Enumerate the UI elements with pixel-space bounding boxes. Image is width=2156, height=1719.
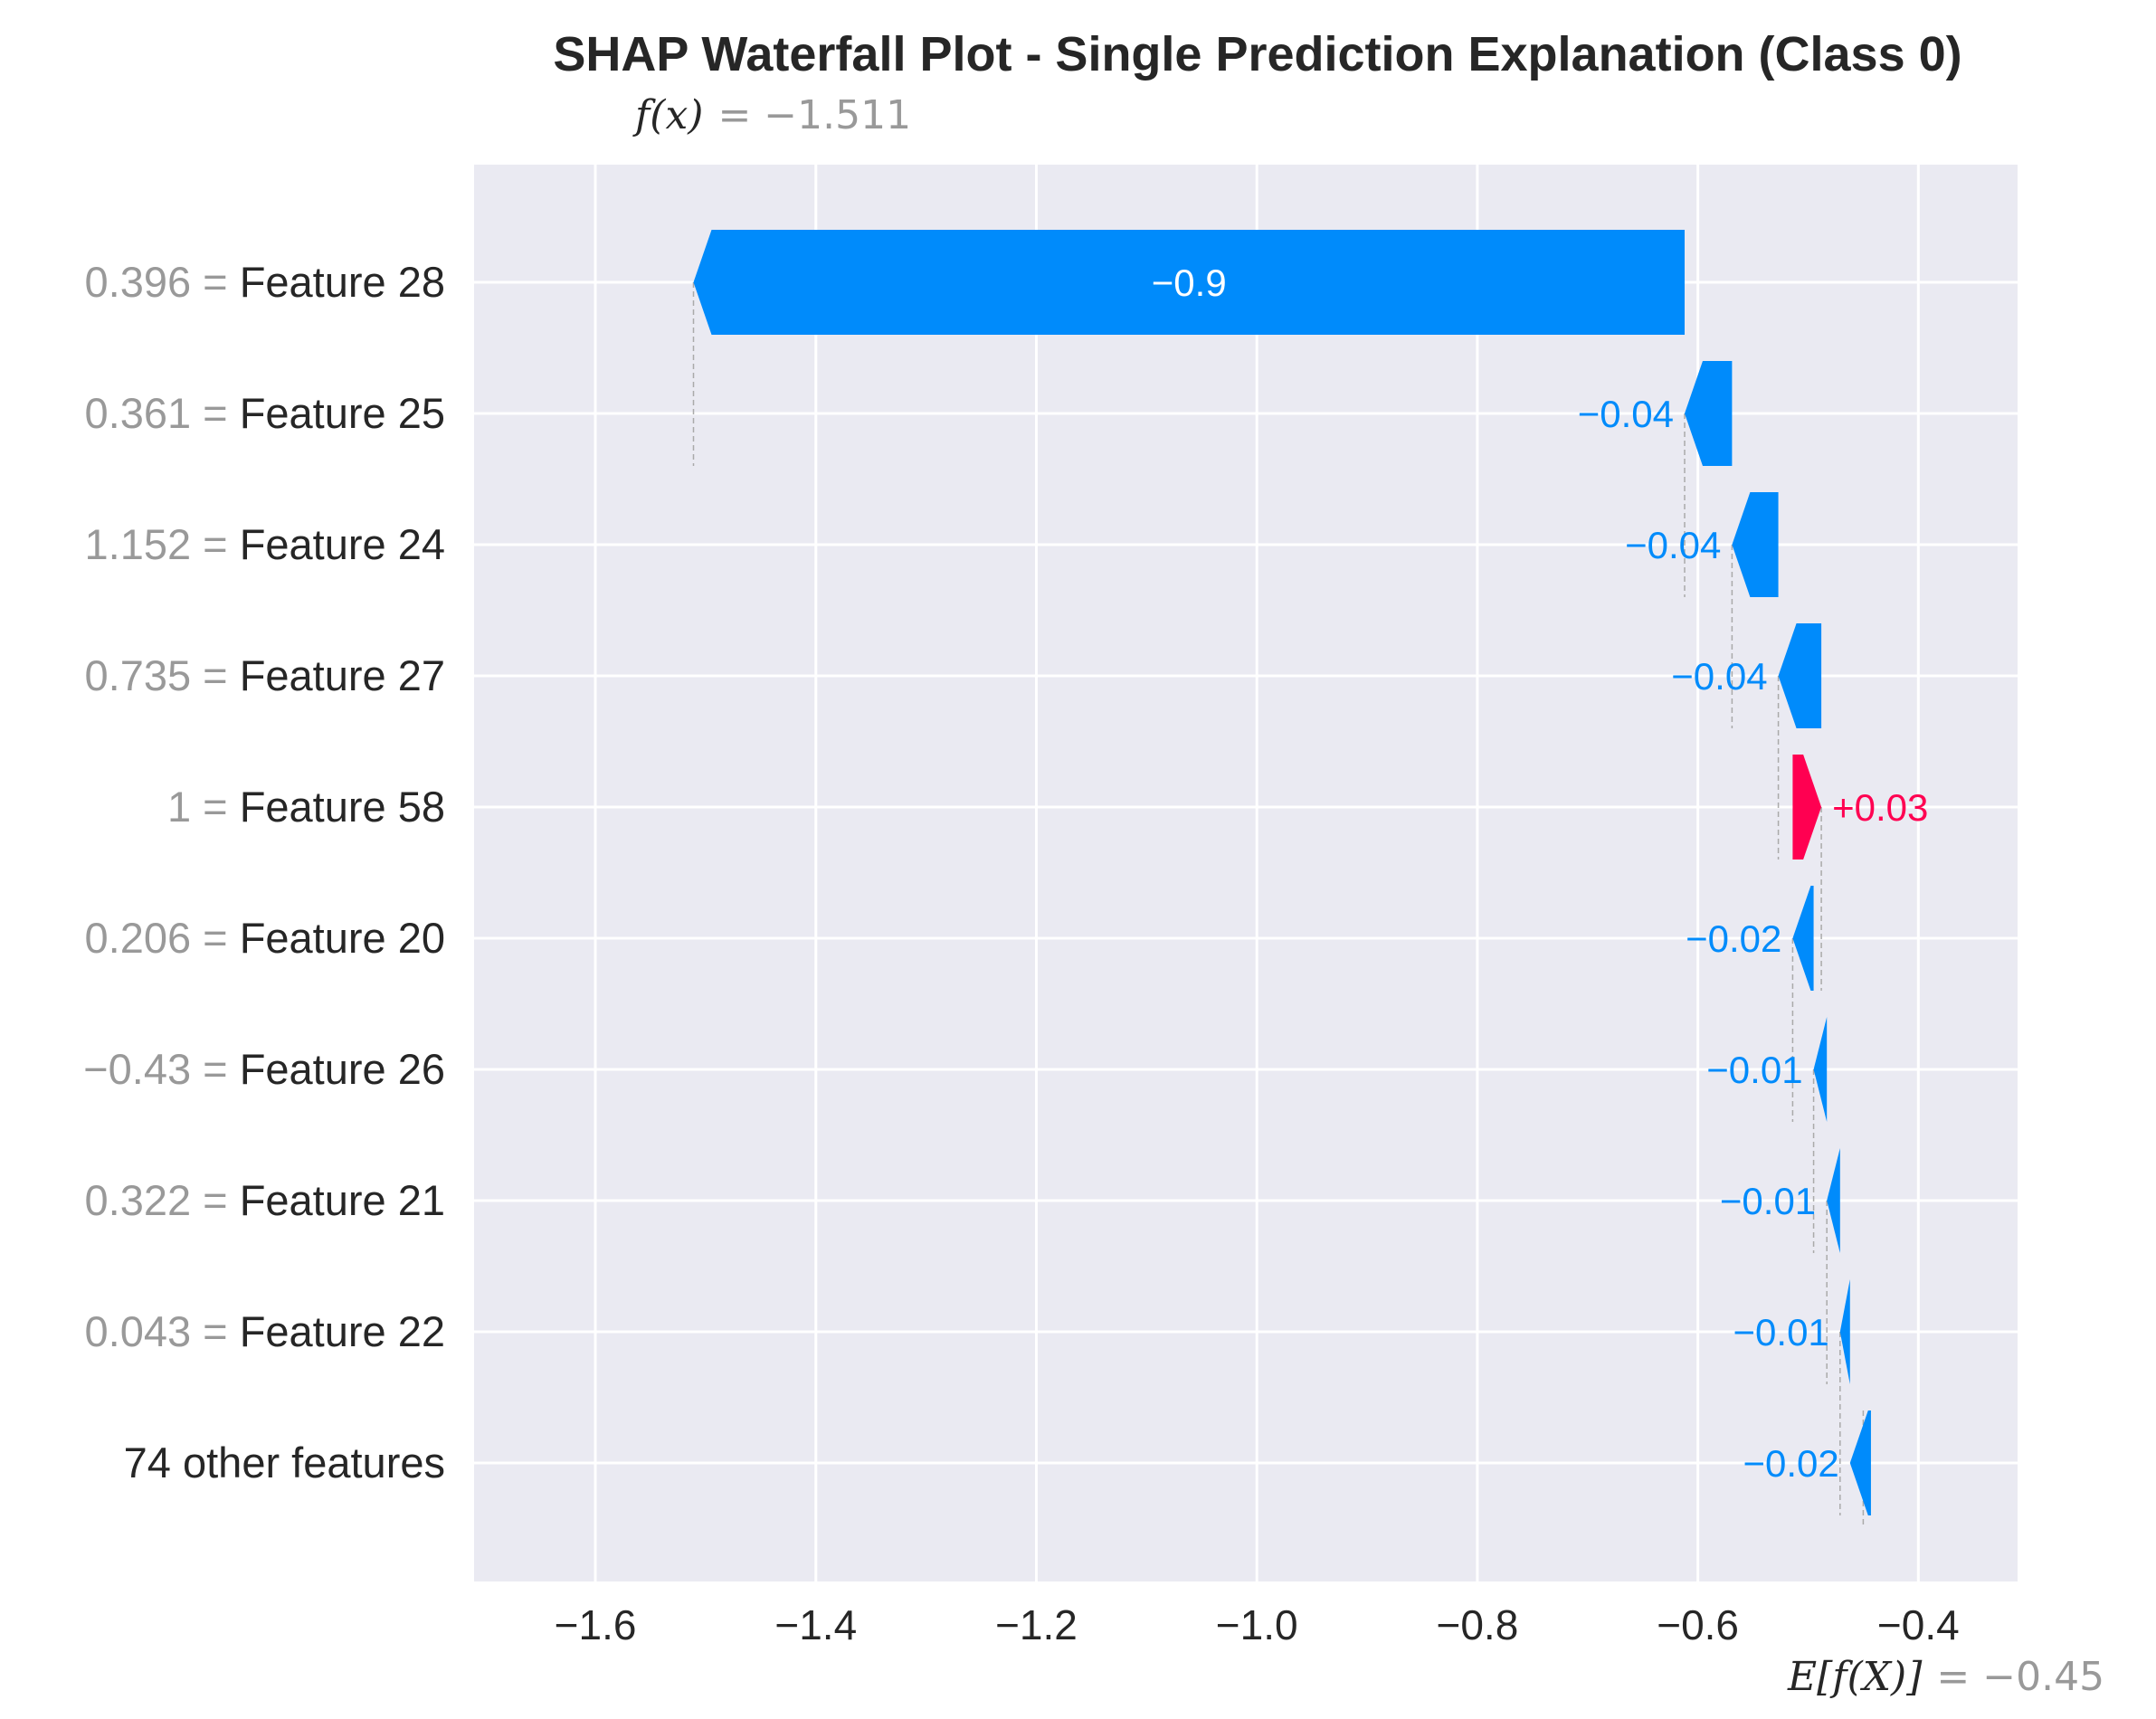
waterfall-bar [1849,1410,1871,1515]
feature-label: 0.322 = Feature 21 [85,1176,446,1224]
x-tick-label: −1.0 [1216,1601,1298,1648]
feature-label: 74 other features [124,1439,445,1486]
feature-value: 1.152 = [85,520,240,568]
feature-label: 0.206 = Feature 20 [85,914,446,962]
feature-value: 0.043 = [85,1307,240,1355]
bar-value-label: −0.01 [1706,1049,1802,1091]
feature-value: 0.735 = [85,651,240,699]
feature-label: 1 = Feature 58 [167,783,445,831]
feature-value: 0.206 = [85,914,240,962]
waterfall-bar [1813,1017,1828,1122]
x-tick-label: −0.4 [1877,1601,1960,1648]
feature-value: −0.43 = [83,1045,240,1093]
feature-value: 0.322 = [85,1176,240,1224]
feature-name: Feature 20 [240,914,445,962]
feature-value: 1 = [167,783,240,831]
bar-value-label: −0.01 [1733,1311,1829,1353]
waterfall-bar [1839,1279,1850,1384]
feature-label: 0.735 = Feature 27 [85,651,446,699]
x-tick-label: −0.8 [1436,1601,1518,1648]
waterfall-bar [693,230,1685,335]
base-label: E[f(X)] [1787,1654,1923,1700]
x-tick-label: −1.2 [995,1601,1078,1648]
bar-value-label: −0.01 [1720,1180,1816,1222]
waterfall-bar [1778,623,1822,728]
waterfall-bar [1792,886,1814,991]
x-tick-label: −1.4 [774,1601,857,1648]
waterfall-bar [1732,492,1779,597]
feature-name: 74 other features [124,1439,445,1486]
bar-value-label: −0.02 [1743,1442,1838,1485]
waterfall-bar [1792,755,1822,860]
feature-name: Feature 24 [240,520,445,568]
feature-value: 0.361 = [85,389,240,437]
fx-value: = −1.511 [717,92,911,138]
feature-name: Feature 26 [240,1045,445,1093]
bar-value-label: −0.02 [1686,917,1781,960]
y-axis-labels: 0.396 = Feature 28 0.361 = Feature 25 1.15… [83,258,445,1486]
bar-value-label: −0.9 [1152,261,1227,304]
base-value: = −0.45 [1936,1654,2104,1700]
feature-label: −0.43 = Feature 26 [83,1045,445,1093]
feature-name: Feature 28 [240,258,445,306]
fx-annotation: f(x) = −1.511 [632,92,911,138]
x-tick-label: −1.6 [555,1601,637,1648]
feature-name: Feature 27 [240,651,445,699]
waterfall-bar [1827,1148,1840,1253]
bar-value-label: −0.04 [1625,524,1721,566]
chart-title: SHAP Waterfall Plot - Single Prediction … [553,27,1961,81]
feature-label: 1.152 = Feature 24 [85,520,446,568]
feature-label: 0.361 = Feature 25 [85,389,446,437]
bars [693,230,1871,1515]
feature-name: Feature 25 [240,389,445,437]
feature-label: 0.043 = Feature 22 [85,1307,446,1355]
bar-value-label: −0.04 [1671,655,1767,698]
feature-name: Feature 21 [240,1176,445,1224]
plot-area [474,165,2018,1581]
feature-name: Feature 22 [240,1307,445,1355]
bar-labels: −0.9 −0.04 −0.04 −0.04 +0.03 −0.02 −0.01 −0.01 −… [1152,261,1929,1485]
fx-label: f(x) [632,92,703,138]
feature-value: 0.396 = [85,258,240,306]
base-value-annotation: E[f(X)] = −0.45 [1787,1654,2104,1700]
bar-value-label: +0.03 [1832,786,1928,829]
x-axis-ticks: −1.6 −1.4 −1.2 −1.0 −0.8 −0.6 −0.4 [555,1601,1960,1648]
bar-value-label: −0.04 [1578,393,1674,435]
feature-name: Feature 58 [240,783,445,831]
feature-label: 0.396 = Feature 28 [85,258,446,306]
waterfall-bar [1684,361,1733,466]
x-tick-label: −0.6 [1657,1601,1739,1648]
